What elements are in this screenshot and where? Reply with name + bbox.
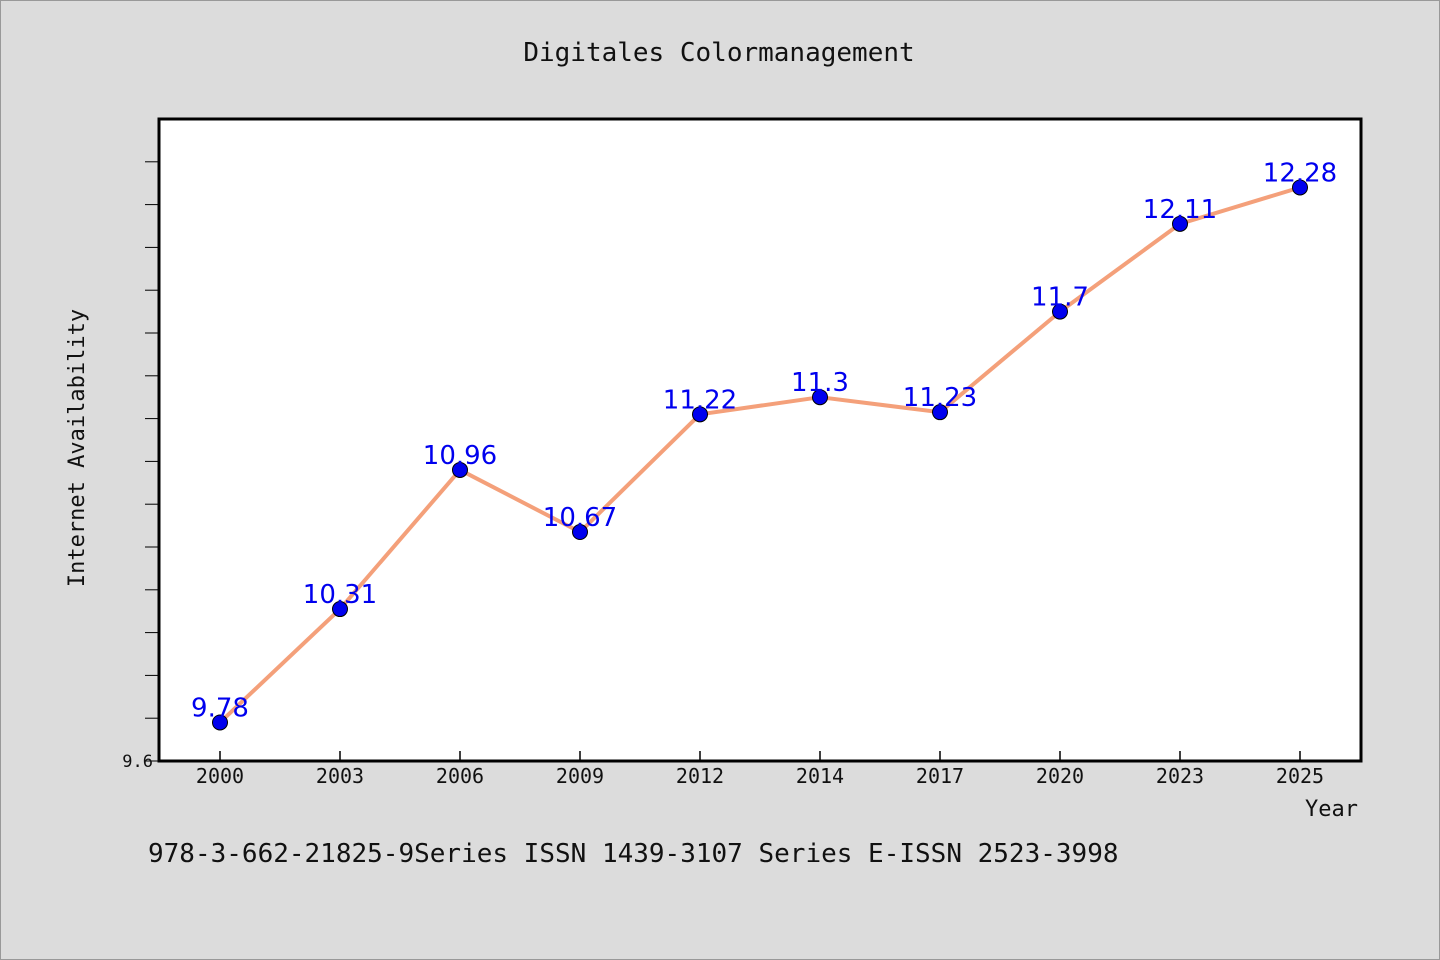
x-tick-label: 2003 [316, 764, 364, 788]
plot-area [157, 117, 1363, 763]
data-label: 11.22 [663, 385, 737, 415]
data-label: 10.96 [423, 441, 497, 471]
y-axis-ticks: 9.6 [122, 161, 159, 772]
x-axis-ticks: 2000 2003 2006 2009 2012 2014 2017 2020 2023 2025 [196, 751, 1324, 788]
x-tick-label: 2014 [796, 764, 844, 788]
data-point [1292, 179, 1308, 196]
x-tick-label: 2012 [676, 764, 724, 788]
data-label: 10.67 [543, 503, 617, 533]
data-point [452, 461, 468, 478]
x-tick-label: 2017 [916, 764, 964, 788]
footer-isbn-issn: 978-3-662-21825-9Series ISSN 1439-3107 S… [148, 839, 1119, 869]
x-tick-label: 2006 [436, 764, 484, 788]
data-label: 11.7 [1031, 283, 1089, 313]
x-tick-label: 2023 [1156, 764, 1204, 788]
data-label: 12.28 [1263, 158, 1337, 188]
chart-title: Digitales Colormanagement [523, 38, 914, 68]
y-axis-label: Internet Availability [65, 309, 90, 587]
x-tick-label: 2009 [556, 764, 604, 788]
x-tick-label: 2000 [196, 764, 244, 788]
data-point [572, 524, 588, 541]
data-label: 12.11 [1143, 195, 1217, 225]
y-tick-label: 9.6 [122, 752, 153, 772]
series-line [218, 185, 1302, 725]
data-point [1172, 215, 1188, 232]
series-group [212, 179, 1308, 731]
data-point [332, 601, 348, 618]
data-label: 11.23 [903, 383, 977, 413]
data-point [932, 404, 948, 421]
x-tick-label: 2025 [1276, 764, 1324, 788]
data-point [812, 389, 828, 406]
data-point [1052, 303, 1068, 320]
data-label: 9.78 [191, 693, 249, 723]
x-tick-label: 2020 [1036, 764, 1084, 788]
data-point [692, 406, 708, 423]
data-label: 10.31 [303, 580, 377, 610]
x-axis-label: Year [1305, 797, 1358, 822]
data-point [212, 714, 228, 731]
data-labels-group: 9.78 10.31 10.96 10.67 11.22 11.3 11.23 11.7 12.… [191, 158, 1337, 723]
data-label: 11.3 [791, 368, 849, 398]
